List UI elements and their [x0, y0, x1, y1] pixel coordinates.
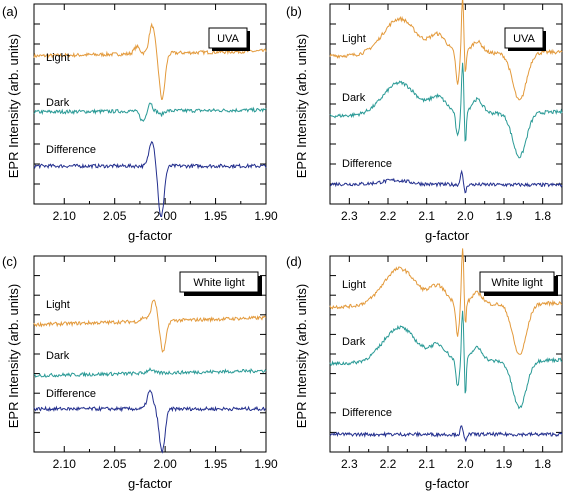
panel-c-series-label-light: Light	[46, 299, 70, 311]
panel-b-trace-dark	[329, 62, 563, 159]
x-tick-label: 2.1	[418, 209, 435, 223]
panel-a-series-label-light: Light	[46, 52, 70, 64]
panel-a-trace-dark	[33, 102, 267, 122]
panel-d-traces	[329, 248, 563, 443]
x-tick-label: 2.0	[457, 457, 474, 471]
panel-c-label: (c)	[2, 254, 17, 269]
panel-c-xlabel: g-factor	[128, 476, 173, 491]
x-tick-label: 2.2	[380, 457, 397, 471]
panel-a-series-label-dark: Dark	[46, 97, 70, 109]
panel-d-series-label-light: Light	[342, 279, 366, 291]
panel-a-trace-difference	[33, 141, 267, 217]
panel-a-xlabel: g-factor	[128, 228, 173, 243]
x-tick-label: 1.95	[204, 209, 228, 223]
x-tick-label: 1.8	[534, 457, 551, 471]
panel-b-traces	[329, 0, 563, 194]
panel-a-ylabel: EPR Intensity (arb. units)	[6, 34, 21, 179]
panel-b-label: (b)	[286, 4, 302, 19]
panel-c-series-label-difference: Difference	[46, 388, 96, 400]
panel-c-box	[179, 271, 259, 293]
x-tick-label: 2.05	[103, 457, 127, 471]
panel-b-series-label-difference: Difference	[342, 158, 392, 170]
panel-c-ticks: 2.10 2.05 2.00 1.95 1.90	[34, 256, 278, 471]
panel-a-traces	[33, 22, 267, 217]
panel-d-box	[479, 271, 555, 293]
x-tick-label: 1.9	[496, 209, 513, 223]
x-tick-label: 1.8	[534, 209, 551, 223]
x-tick-label: 1.90	[254, 209, 278, 223]
panel-a-series-label-difference: Difference	[46, 144, 96, 156]
x-tick-label: 2.05	[103, 209, 127, 223]
panel-c-traces	[33, 299, 267, 454]
x-tick-label: 2.3	[341, 209, 358, 223]
panel-c-series-label-dark: Dark	[46, 350, 70, 362]
panel-b-box-label: UVA	[513, 33, 535, 45]
panel-c: (c) EPR Intensity (arb. units) g-factor …	[2, 254, 278, 491]
panel-c-trace-dark	[33, 367, 267, 378]
panel-b-xlabel: g-factor	[425, 228, 470, 243]
panel-d-xlabel: g-factor	[425, 476, 470, 491]
panel-c-box-label: White light	[193, 277, 244, 289]
panel-d-label: (d)	[286, 254, 302, 269]
x-tick-label: 2.10	[53, 209, 77, 223]
x-tick-label: 2.3	[341, 457, 358, 471]
panel-d-ylabel: EPR Intensity (arb. units)	[294, 284, 309, 429]
panel-c-trace-difference	[33, 389, 267, 454]
x-tick-label: 2.00	[153, 209, 177, 223]
panel-d-trace-difference	[329, 425, 563, 443]
x-tick-label: 1.95	[204, 457, 228, 471]
panel-b-trace-light	[329, 0, 563, 101]
panel-d: (d) EPR Intensity (arb. units) g-factor …	[286, 248, 563, 491]
panel-d-box-label: White light	[491, 277, 542, 289]
panel-b: (b) EPR Intensity (arb. units) g-factor …	[286, 0, 563, 243]
panel-b-ylabel: EPR Intensity (arb. units)	[294, 34, 309, 179]
panel-b-ticks: 2.3 2.2 2.1 2.0 1.9 1.8	[330, 4, 562, 223]
panel-c-trace-light	[33, 299, 267, 353]
panel-d-series-label-difference: Difference	[342, 407, 392, 419]
panel-d-ticks: 2.3 2.2 2.1 2.0 1.9 1.8	[330, 256, 562, 471]
panel-a-trace-light	[33, 22, 267, 101]
x-tick-label: 2.00	[153, 457, 177, 471]
panel-d-trace-dark	[329, 310, 563, 410]
panel-a-box-label: UVA	[217, 33, 239, 45]
panel-a-label: (a)	[2, 4, 18, 19]
panel-b-box	[504, 27, 544, 49]
panel-a: (a) EPR Intensity (arb. units) g-factor …	[2, 3, 278, 243]
panel-a-ticks: 2.10 2.05 2.00 1.95 1.90	[34, 4, 278, 223]
x-tick-label: 2.0	[457, 209, 474, 223]
panel-b-trace-difference	[329, 169, 563, 194]
x-tick-label: 1.9	[496, 457, 513, 471]
panel-b-series-label-light: Light	[342, 33, 366, 45]
panel-d-series-label-dark: Dark	[342, 336, 366, 348]
panel-b-series-label-dark: Dark	[342, 92, 366, 104]
x-tick-label: 2.10	[53, 457, 77, 471]
panel-a-box	[208, 27, 248, 49]
x-tick-label: 1.90	[254, 457, 278, 471]
panel-c-ylabel: EPR Intensity (arb. units)	[6, 284, 21, 429]
x-tick-label: 2.1	[418, 457, 435, 471]
panel-d-trace-light	[329, 248, 562, 355]
x-tick-label: 2.2	[380, 209, 397, 223]
